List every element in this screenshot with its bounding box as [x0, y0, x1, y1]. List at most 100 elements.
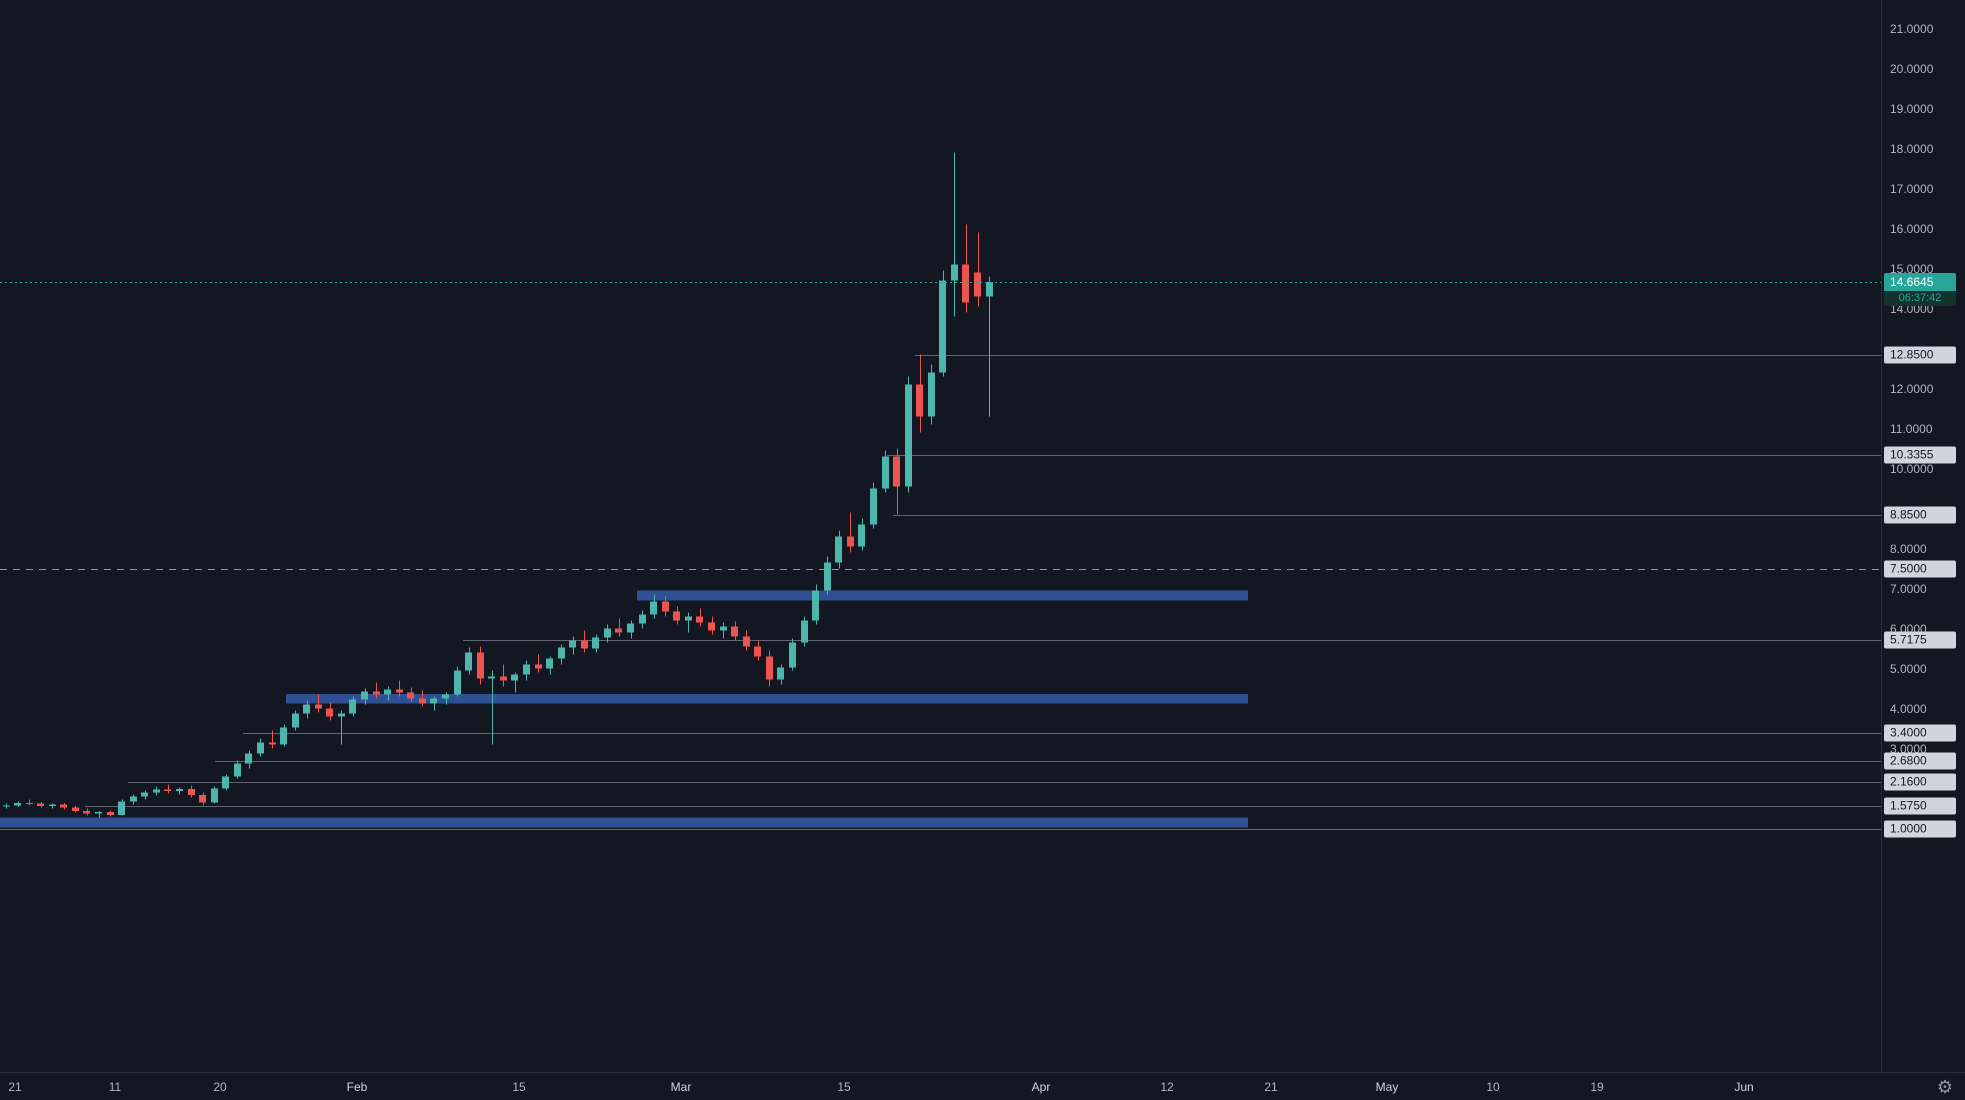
candle [581, 640, 588, 649]
support-resistance-band[interactable] [637, 590, 1248, 601]
price-axis-label: 11.0000 [1890, 421, 1933, 436]
settings-gear-icon[interactable]: ⚙ [1936, 1076, 1953, 1097]
time-axis-label: Mar [670, 1079, 692, 1094]
candle [361, 691, 368, 700]
price-level-tag: 10.3355 [1884, 446, 1956, 464]
candle [373, 691, 380, 695]
candle [511, 674, 518, 681]
candle [257, 742, 264, 754]
price-level-tag: 3.4000 [1884, 724, 1956, 741]
price-level-tag: 1.0000 [1884, 820, 1956, 837]
candle [673, 611, 680, 621]
price-axis-label: 19.0000 [1890, 101, 1934, 116]
candle [789, 642, 796, 668]
price-axis-label: 15.0000 [1890, 261, 1934, 276]
price-axis-label: 3.0000 [1890, 741, 1927, 756]
candle [685, 616, 692, 621]
candle [465, 652, 472, 671]
candle [500, 676, 507, 681]
candle [60, 804, 67, 808]
candle [14, 802, 21, 806]
candle [905, 384, 912, 487]
candle [164, 789, 171, 791]
time-axis-label: 20 [213, 1079, 227, 1094]
time-axis-label: 19 [1590, 1079, 1604, 1094]
chart-canvas[interactable] [0, 0, 1881, 1072]
candle [83, 810, 90, 814]
price-axis-label: 4.0000 [1890, 701, 1927, 716]
candle [696, 616, 703, 623]
price-level-tag: 1.5750 [1884, 797, 1956, 814]
time-axis-label: Apr [1031, 1079, 1051, 1094]
time-axis-label: Feb [346, 1079, 368, 1094]
candle [211, 788, 218, 803]
candle [627, 623, 634, 633]
candle [326, 708, 333, 717]
candle [592, 637, 599, 649]
price-axis[interactable]: 14.6645 06:37:42 21.0000 20.0000 19.0000 18… [1881, 0, 1965, 1072]
candle [777, 667, 784, 680]
price-axis-label: 12.0000 [1890, 381, 1934, 396]
price-axis-label: 17.0000 [1890, 181, 1934, 196]
candle [37, 803, 44, 807]
price-level-tag: 7.5000 [1884, 560, 1956, 577]
time-axis-label: 21 [8, 1079, 22, 1094]
candle [315, 704, 322, 709]
time-axis-label: 15 [837, 1079, 851, 1094]
candle [292, 713, 299, 728]
price-level-tag: 2.6800 [1884, 752, 1956, 770]
candle [650, 601, 657, 615]
time-axis-label: May [1375, 1079, 1399, 1094]
candle [95, 812, 102, 814]
candle [974, 272, 981, 297]
candle [349, 699, 356, 714]
time-axis-label: 12 [1160, 1079, 1174, 1094]
candle [454, 670, 461, 695]
candle [569, 640, 576, 648]
candle [720, 626, 727, 631]
candle [731, 626, 738, 637]
price-level-tag: 5.7175 [1884, 631, 1956, 649]
candle [442, 694, 449, 699]
time-axis-label: 10 [1486, 1079, 1500, 1094]
candle [130, 796, 137, 802]
support-resistance-band[interactable] [286, 694, 1248, 704]
candle [488, 676, 495, 679]
candle [986, 281, 993, 297]
candle [199, 794, 206, 803]
support-resistance-band[interactable] [0, 817, 1248, 828]
candle [107, 812, 114, 815]
candle [3, 805, 10, 807]
candle [384, 689, 391, 695]
bar-countdown: 06:37:42 [1884, 290, 1956, 306]
candle [766, 656, 773, 680]
candle [812, 590, 819, 621]
candle [222, 776, 229, 789]
candle [407, 692, 414, 699]
price-axis-label: 7.0000 [1890, 581, 1927, 596]
price-axis-label: 18.0000 [1890, 141, 1934, 156]
price-level-tag: 8.8500 [1884, 506, 1956, 523]
candle [824, 562, 831, 591]
price-axis-label: 20.0000 [1890, 61, 1934, 76]
time-axis-label: Jun [1734, 1079, 1754, 1094]
candle [801, 620, 808, 643]
candle [176, 788, 183, 791]
candle [615, 628, 622, 633]
candle [396, 689, 403, 693]
candle [882, 456, 889, 489]
candle [234, 763, 241, 777]
time-axis[interactable]: ⚙ 21 11 20 Feb 15 Mar 15 Apr 12 21 May 10 19 Jun [0, 1072, 1965, 1100]
candle [743, 636, 750, 647]
candle [245, 753, 252, 764]
candle [269, 742, 276, 745]
candle [708, 622, 715, 631]
time-axis-label: 11 [108, 1079, 122, 1094]
candle [188, 788, 195, 795]
candle [604, 628, 611, 638]
candle [939, 280, 946, 373]
candlestick-chart[interactable] [0, 0, 1881, 1072]
candle [962, 264, 969, 303]
candle [141, 792, 148, 797]
candle [639, 614, 646, 624]
